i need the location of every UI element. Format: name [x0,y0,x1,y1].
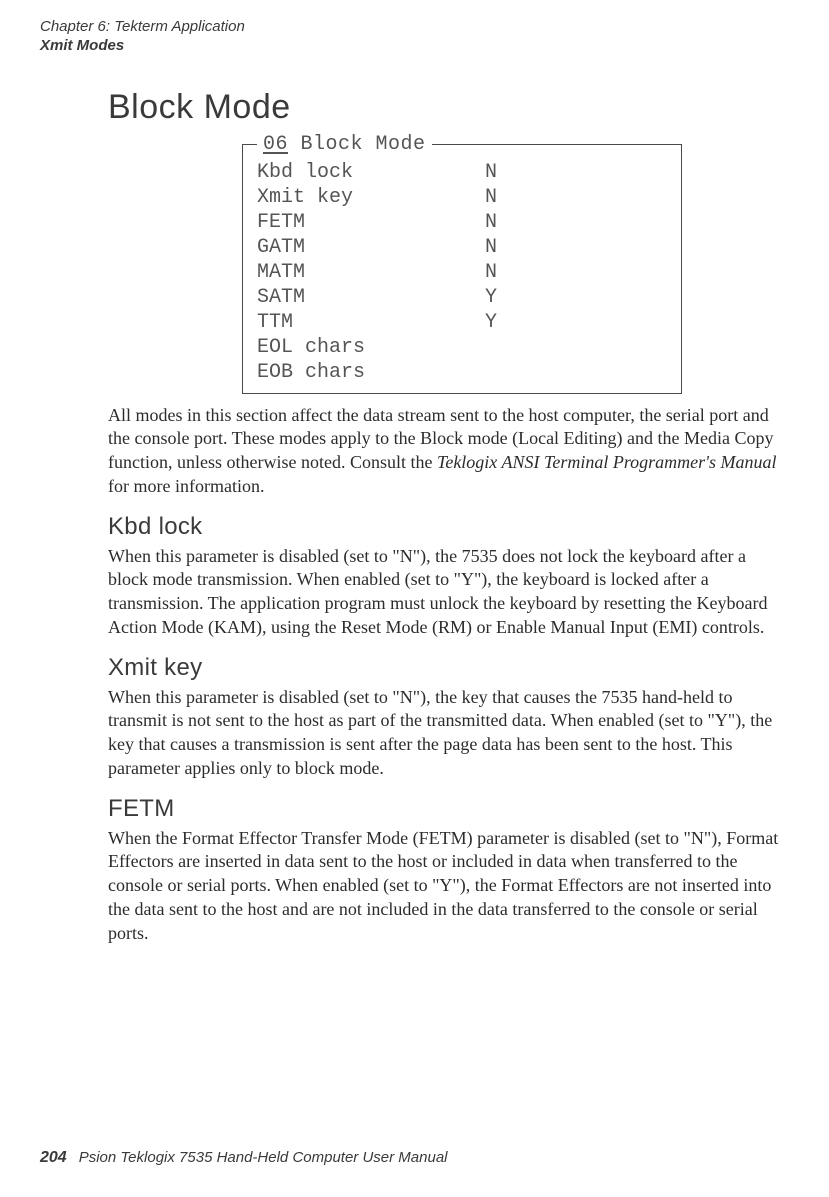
term-value: N [485,235,497,260]
page: Chapter 6: Tekterm Application Xmit Mode… [0,0,829,1197]
running-head-chapter: Chapter 6: Tekterm Application [40,18,789,37]
term-row: Xmit key N [257,185,667,210]
heading-kbd-lock: Kbd lock [108,513,789,541]
terminal-box: 06 Block Mode Kbd lock N Xmit key N FETM… [242,133,682,394]
term-value: Y [485,310,497,335]
terminal-legend: 06 Block Mode [257,133,432,156]
heading-fetm: FETM [108,795,789,823]
term-label: Kbd lock [257,160,485,185]
term-label: FETM [257,210,485,235]
term-value: N [485,260,497,285]
content-area: Block Mode 06 Block Mode Kbd lock N Xmit… [40,88,789,946]
term-row: Kbd lock N [257,160,667,185]
fetm-text: When the Format Effector Transfer Mode (… [108,827,789,946]
intro-paragraph: All modes in this section affect the dat… [108,404,789,499]
intro-text-ital: Teklogix ANSI Terminal Programmer's Manu… [437,452,777,472]
term-label: GATM [257,235,485,260]
term-row: TTM Y [257,310,667,335]
terminal-legend-number: 06 [263,133,288,156]
terminal-box-wrap: 06 Block Mode Kbd lock N Xmit key N FETM… [242,133,682,394]
term-row: EOL chars [257,335,667,360]
page-footer: 204 Psion Teklogix 7535 Hand-Held Compute… [40,1149,448,1167]
term-row: GATM N [257,235,667,260]
term-label: EOB chars [257,360,485,385]
xmit-key-text: When this parameter is disabled (set to … [108,686,789,781]
term-label: MATM [257,260,485,285]
term-value: Y [485,285,497,310]
term-row: EOB chars [257,360,667,385]
term-row: SATM Y [257,285,667,310]
term-row: FETM N [257,210,667,235]
page-number: 204 [40,1149,67,1166]
terminal-legend-text: Block Mode [288,133,426,156]
kbd-lock-text: When this parameter is disabled (set to … [108,545,789,640]
term-label: Xmit key [257,185,485,210]
running-head: Chapter 6: Tekterm Application Xmit Mode… [40,18,789,56]
heading-xmit-key: Xmit key [108,654,789,682]
term-value: N [485,185,497,210]
running-head-section: Xmit Modes [40,37,789,56]
term-label: SATM [257,285,485,310]
term-value: N [485,160,497,185]
manual-title: Psion Teklogix 7535 Hand-Held Computer U… [79,1149,448,1166]
term-label: EOL chars [257,335,485,360]
intro-text-b: for more information. [108,476,264,496]
term-value: N [485,210,497,235]
term-label: TTM [257,310,485,335]
term-row: MATM N [257,260,667,285]
heading-block-mode: Block Mode [108,88,789,127]
